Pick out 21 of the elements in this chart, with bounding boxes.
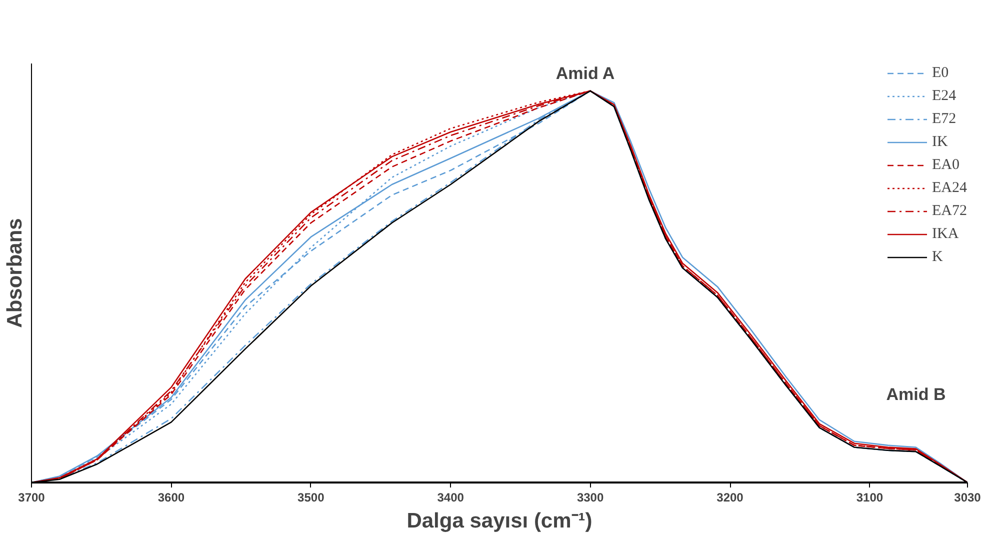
legend-label: E24 <box>932 88 956 104</box>
legend-label: EA0 <box>932 156 960 174</box>
x-axis-title: Dalga sayısı (cm⁻¹) <box>406 510 592 532</box>
annotation: Amid B <box>886 385 946 404</box>
legend-label: E0 <box>932 64 950 82</box>
x-tick-label: 3700 <box>18 490 46 504</box>
legend-label: E72 <box>932 110 956 128</box>
text: Amid A <box>556 64 615 84</box>
x-tick-label: 3030 <box>954 490 982 504</box>
x-tick-label: 3300 <box>576 490 604 504</box>
legend-label: K <box>932 248 944 266</box>
x-tick-label: 3500 <box>298 490 325 504</box>
legend-label: EA24 <box>932 180 967 196</box>
legend-label: IK <box>932 134 949 150</box>
legend-label: IKA <box>932 226 959 242</box>
x-tick-label: 3200 <box>716 490 744 504</box>
x-tick-label: 3600 <box>158 490 185 504</box>
x-tick-label: 3400 <box>437 490 464 504</box>
x-tick-label: 3100 <box>856 490 884 504</box>
y-axis-title: Absorbans <box>4 218 26 328</box>
legend-label: EA72 <box>932 202 967 220</box>
